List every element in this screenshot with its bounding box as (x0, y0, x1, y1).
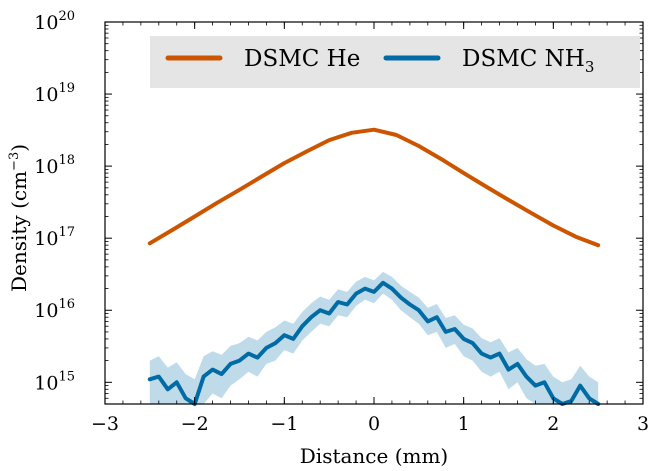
y-tick-label: 1016 (34, 297, 75, 322)
y-tick-label: 1019 (34, 81, 75, 106)
x-tick-label: 0 (368, 413, 380, 435)
line-dsmc-nh3 (147, 280, 601, 406)
band-dsmc-nh3 (149, 271, 599, 404)
series-lines (147, 127, 601, 406)
y-tick-exponent: 17 (58, 225, 75, 240)
x-axis-label: Distance (mm) (300, 444, 448, 468)
y-axis-label: Density (cm−3) (7, 144, 31, 292)
legend: DSMC He DSMC NH3 (150, 36, 640, 88)
y-tick-label: 1017 (34, 225, 75, 250)
line-dsmc-he (147, 127, 601, 248)
y-tick-base: 10 (34, 12, 58, 34)
band-dsmc-he (149, 128, 599, 248)
legend-label-nh3-text: DSMC NH (462, 46, 585, 72)
y-tick-label: 1018 (34, 153, 75, 178)
legend-label-nh3-subscript: 3 (585, 58, 595, 76)
y-axis-label-main: Density (cm (7, 171, 31, 292)
y-tick-exponent: 19 (58, 81, 75, 96)
y-axis-label-close: ) (7, 144, 31, 152)
legend-label-he-text: DSMC He (244, 46, 360, 72)
y-axis-label-exponent: −3 (7, 152, 22, 171)
y-tick-exponent: 18 (58, 153, 75, 168)
x-tick-label: 2 (547, 413, 559, 435)
y-tick-exponent: 16 (58, 297, 75, 312)
x-tick-label: −1 (270, 413, 298, 435)
y-tick-base: 10 (34, 300, 58, 322)
confidence-bands (149, 128, 599, 404)
y-tick-base: 10 (34, 156, 58, 178)
x-tick-label: 1 (458, 413, 470, 435)
legend-label-he: DSMC He (244, 46, 360, 72)
y-tick-label: 1020 (34, 9, 75, 34)
x-tick-label: 3 (637, 413, 649, 435)
y-tick-exponent: 20 (58, 9, 75, 24)
x-axis-ticks: −3 −2 −1 0 1 2 3 (91, 22, 649, 435)
legend-box (150, 36, 640, 88)
x-tick-label: −3 (91, 413, 119, 435)
y-tick-base: 10 (34, 372, 58, 394)
y-tick-label: 1015 (34, 369, 75, 394)
x-tick-label: −2 (181, 413, 209, 435)
legend-label-nh3: DSMC NH3 (462, 46, 594, 76)
y-tick-exponent: 15 (58, 369, 75, 384)
y-tick-base: 10 (34, 84, 58, 106)
y-tick-base: 10 (34, 228, 58, 250)
